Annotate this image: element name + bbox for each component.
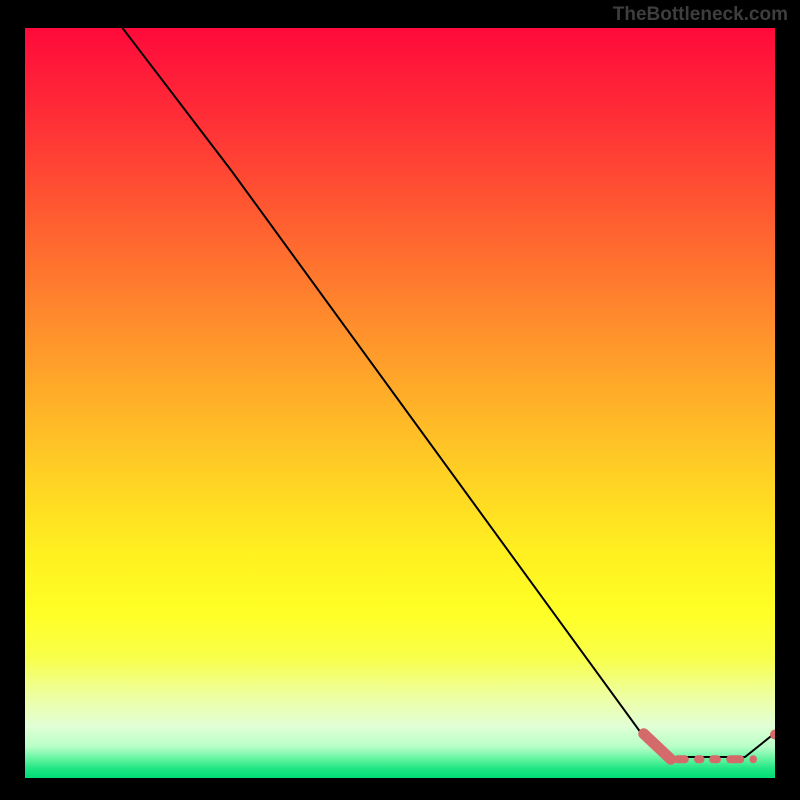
gradient-plot-area	[25, 28, 775, 778]
marker-knee-segment	[644, 734, 671, 760]
marker-end-dot	[770, 730, 775, 740]
marker-dash-2	[709, 755, 721, 763]
marker-dash-1	[694, 755, 705, 763]
marker-dash-0	[674, 755, 689, 763]
watermark-text: TheBottleneck.com	[613, 4, 788, 26]
marker-dash-4	[750, 755, 758, 763]
bottleneck-curve	[123, 28, 776, 757]
chart-svg	[25, 28, 775, 778]
marker-dash-3	[726, 755, 744, 763]
